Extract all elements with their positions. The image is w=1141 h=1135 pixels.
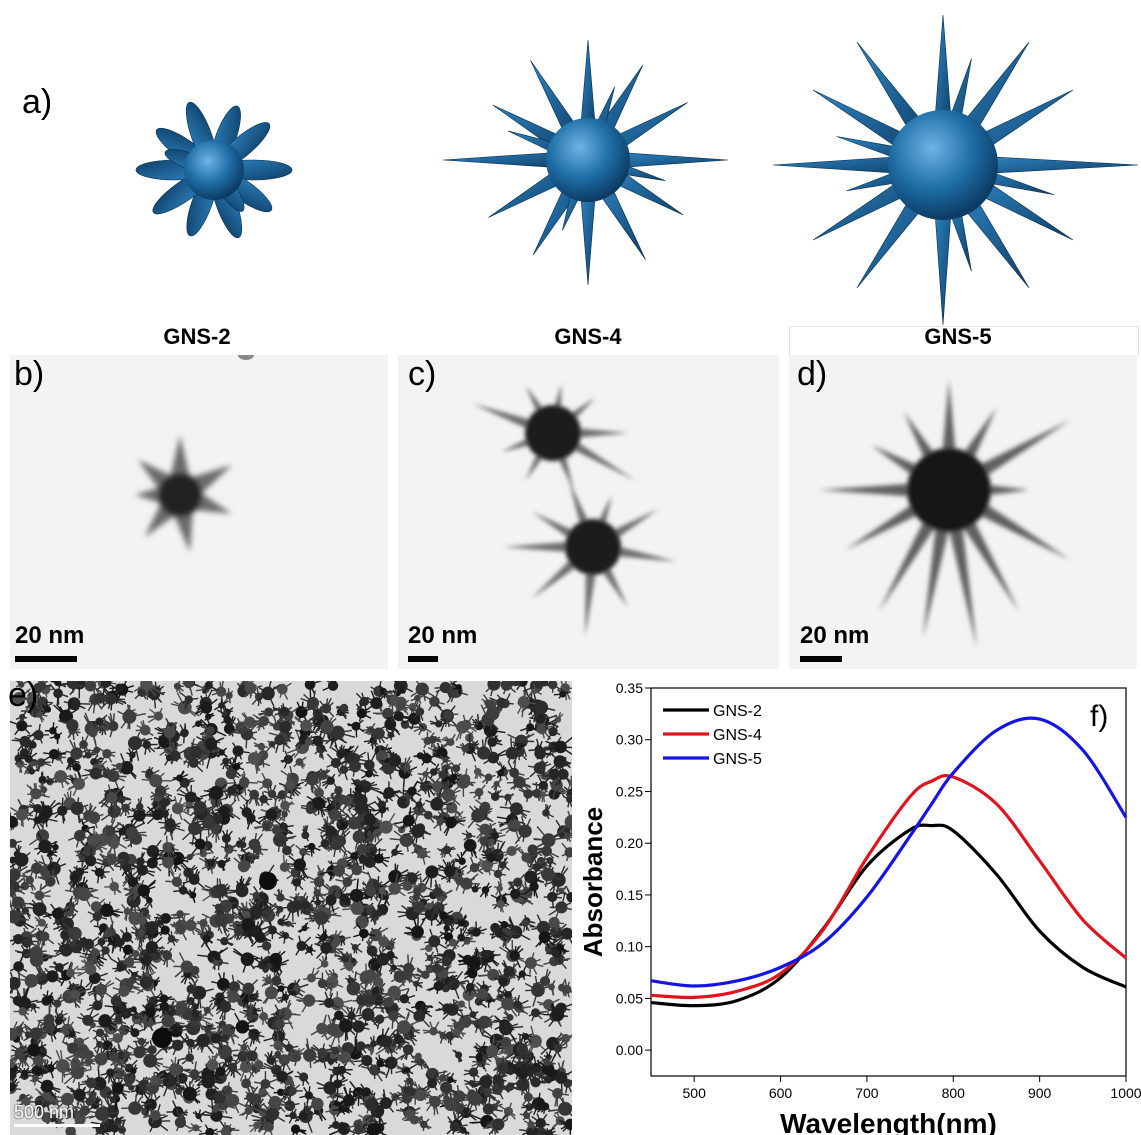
gns-5-model-icon [772, 14, 1139, 326]
model-label-gns-5: GNS-5 [924, 324, 992, 349]
scale-label-c: 20 nm [408, 622, 478, 649]
panel-label-a: a) [22, 83, 53, 121]
gns-4-model-icon [442, 39, 729, 286]
y-tick-label: 0.20 [616, 835, 643, 851]
panel-label-f: f) [1090, 700, 1108, 733]
y-tick-label: 0.25 [616, 783, 643, 799]
y-tick-label: 0.05 [616, 990, 643, 1006]
plot-frame [650, 687, 1127, 1077]
model-label-gns-2: GNS-2 [163, 324, 231, 349]
model-label-gns-4: GNS-4 [554, 324, 622, 349]
tem-image-gns-4 [398, 355, 779, 669]
y-tick-label: 0.15 [616, 887, 643, 903]
x-tick-label: 800 [942, 1085, 966, 1101]
tem-image-large-area [10, 681, 572, 1135]
panel-label-e: e) [8, 676, 39, 714]
y-tick-label: 0.35 [616, 680, 643, 696]
gns-models-illustration [135, 14, 1139, 326]
tem-image-gns-2 [10, 355, 388, 669]
panel-label-b: b) [14, 355, 45, 393]
scale-label-d: 20 nm [800, 622, 870, 649]
gns-2-model-icon [135, 101, 293, 239]
tem-particles-gns-4 [473, 383, 677, 637]
scale-bar-b [15, 656, 77, 662]
y-tick-label: 0.00 [616, 1042, 643, 1058]
scale-label-e: 500 nm [14, 1102, 75, 1122]
y-tick-label: 0.10 [616, 939, 643, 955]
scale-bar-d [800, 656, 842, 662]
panel-label-d: d) [797, 355, 828, 393]
scale-bar-c [408, 656, 438, 662]
legend-label-gns-4: GNS-4 [713, 727, 762, 744]
scale-bar-e [14, 1124, 100, 1127]
x-tick-label: 600 [769, 1085, 793, 1101]
scale-label-b: 20 nm [15, 622, 85, 649]
gns-5-label-box [789, 326, 1139, 357]
series-line-gns-2 [650, 823, 1127, 1008]
x-tick-label: 1000 [1110, 1085, 1141, 1101]
panel-label-c: c) [408, 355, 437, 393]
tem-field-of-particles [10, 681, 572, 1135]
x-tick-label: 900 [1028, 1085, 1052, 1101]
x-axis-label: Wavelength(nm) [780, 1108, 997, 1135]
series-line-gns-4 [650, 773, 1128, 1000]
tem-particle-gns-2 [135, 355, 254, 553]
x-tick-label: 700 [855, 1085, 879, 1101]
x-tick-label: 500 [683, 1085, 707, 1101]
series-line-gns-5 [650, 716, 1128, 988]
y-tick-label: 0.30 [616, 732, 643, 748]
absorbance-chart: 500 600 700 800 900 1000 0.00 0.05 0.10 0.15 0.20 0… [578, 680, 1141, 1135]
legend-label-gns-2: GNS-2 [713, 703, 762, 720]
legend-label-gns-5: GNS-5 [713, 751, 762, 768]
tem-particle-gns-5 [819, 380, 1071, 648]
tem-image-gns-5 [789, 355, 1137, 669]
y-axis-label: Absorbance [578, 807, 608, 957]
